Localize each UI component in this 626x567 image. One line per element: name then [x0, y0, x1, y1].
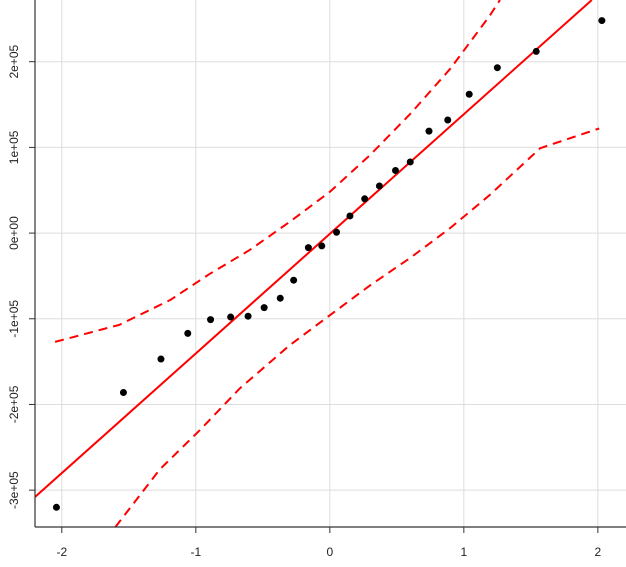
- x-tick-label: -2: [56, 545, 67, 559]
- point: [425, 127, 433, 135]
- plot-area: [35, 0, 606, 527]
- point: [333, 228, 341, 236]
- point: [290, 276, 298, 284]
- point: [406, 158, 414, 166]
- y-tick-label: -2e+05: [7, 385, 21, 423]
- point: [493, 64, 501, 72]
- y-tick-label: 0e+00: [7, 216, 21, 250]
- point: [444, 116, 452, 124]
- point: [318, 242, 326, 250]
- x-tick-label: 0: [326, 545, 333, 559]
- point: [276, 294, 284, 302]
- x-tick-label: 2: [595, 545, 602, 559]
- point: [465, 90, 473, 98]
- point: [52, 503, 60, 511]
- y-tick-label: 1e+05: [7, 130, 21, 164]
- x-tick-label: -1: [190, 545, 201, 559]
- x-tick-label: 1: [460, 545, 467, 559]
- point: [260, 304, 268, 312]
- confidence-band-lower: [114, 127, 600, 527]
- point: [532, 47, 540, 55]
- y-tick-label: 2e+05: [7, 45, 21, 79]
- y-tick-label: -1e+05: [7, 300, 21, 338]
- point: [119, 388, 127, 396]
- reference-line: [35, 0, 593, 498]
- point: [207, 316, 215, 324]
- point: [361, 195, 369, 203]
- point: [391, 167, 399, 175]
- point: [227, 313, 235, 321]
- point: [184, 329, 192, 337]
- point: [244, 312, 252, 320]
- point: [157, 355, 165, 363]
- point: [375, 182, 383, 190]
- point: [346, 212, 354, 220]
- point: [304, 244, 312, 252]
- confidence-band-upper: [54, 0, 501, 343]
- y-tick-label: -3e+05: [7, 471, 21, 509]
- point: [598, 17, 606, 25]
